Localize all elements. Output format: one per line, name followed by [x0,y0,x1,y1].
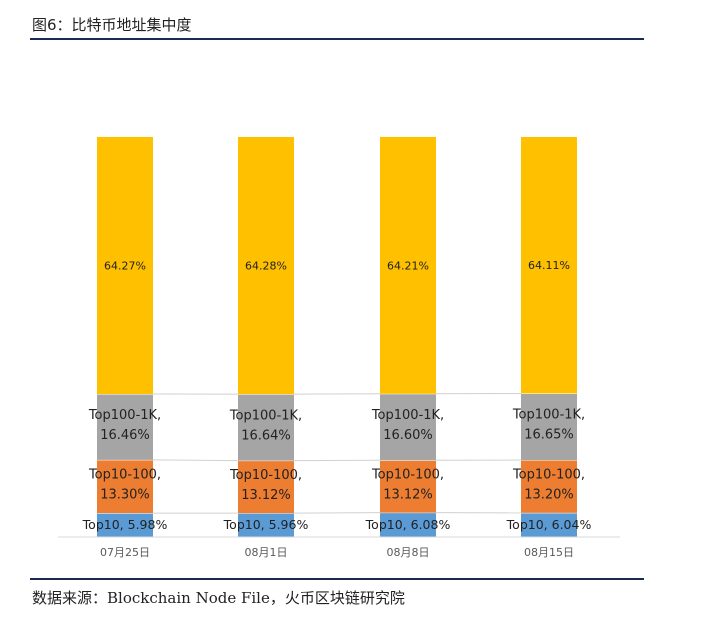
bar-segment-top10-100-3 [380,460,436,513]
data-label-top100-1k-4: Top100-1K, 16.65% [512,408,585,443]
bar-segment-top10-100-4 [521,460,577,513]
x-tick-label-2: 08月1日 [245,546,288,559]
x-tick-label-3: 08月8日 [387,546,430,559]
data-label-top10-100-4: Top10-100, 13.20% [512,467,585,502]
data-label-rest-3: 64.21% [387,259,429,272]
bar-segment-top10-3 [380,512,436,537]
x-tick-label-1: 07月25日 [100,546,150,559]
bar-segment-top100-1k-2 [238,394,294,461]
data-label-rest-1: 64.27% [104,260,146,273]
bar-segment-top10-2 [238,513,294,537]
bar-segment-rest-4 [521,137,577,394]
bar-segment-rest-3 [380,136,436,394]
data-label-top10-100-3: Top10-100, 13.12% [371,467,444,502]
data-label-top10-2: Top10, 5.96% [223,517,309,532]
series-connector [152,459,239,462]
x-tick-labels: 07月25日 08月1日 08月8日 08月15日 [100,546,574,559]
chart-title: 图6：比特币地址集中度 [32,16,192,34]
bars [97,136,577,537]
data-label-top100-1k-3: Top100-1K, 16.60% [371,408,444,443]
data-label-top100-1k-1: Top100-1K, 16.46% [88,408,161,443]
data-label-top10-1: Top10, 5.98% [82,517,168,532]
data-label-rest-4: 64.11% [528,259,570,272]
top-rule [30,38,644,40]
bottom-rule [30,578,644,580]
bar-segment-top10-100-1 [97,459,153,514]
bar-segment-top10-100-2 [238,460,294,514]
bar-segment-top100-1k-4 [521,393,577,461]
bar-segment-rest-2 [238,137,294,395]
bar-segment-top100-1k-3 [380,393,436,461]
data-label-rest-2: 64.28% [245,260,287,273]
data-label-top10-100-1: Top10-100, 13.30% [88,467,161,502]
bar-segment-top100-1k-1 [97,394,153,460]
bar-segment-top10-4 [521,512,577,537]
data-label-top100-1k-2: Top100-1K, 16.64% [229,408,302,443]
source-note: 数据来源：Blockchain Node File，火币区块链研究院 [32,589,405,607]
data-label-top10-100-2: Top10-100, 13.12% [229,468,302,503]
data-label-top10-4: Top10, 6.04% [506,517,592,532]
bar-segment-rest-1 [97,136,153,395]
x-tick-label-4: 08月15日 [524,546,574,559]
data-label-top10-3: Top10, 6.08% [365,517,451,532]
bar-segment-top10-1 [97,513,153,537]
bar-labels: Top10, 5.98% Top10-100, 13.30% Top100-1K, 16… [82,259,592,532]
